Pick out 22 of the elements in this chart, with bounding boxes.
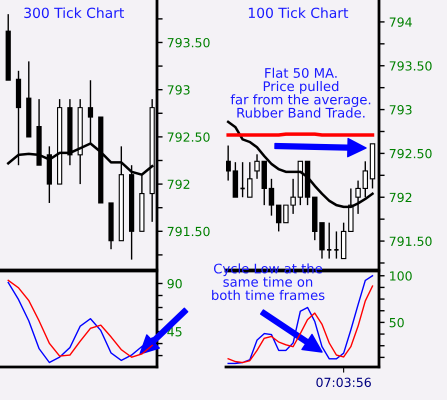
y-tick-label: 45	[167, 327, 182, 336]
y-tick-label: 794	[390, 17, 412, 27]
y-tick-label: 792	[168, 180, 190, 190]
y-tick-label: 793.50	[168, 38, 210, 48]
y-tick-label: 90	[168, 278, 182, 288]
x-tick-label: 07:03:56	[316, 378, 371, 388]
y-tick-label: 791.50	[390, 236, 432, 246]
annotation: Flat 50 MA. Price pulled far from the average. Rubber Band Trade.	[230, 68, 370, 118]
candlestick	[240, 161, 246, 198]
y-tick-label: 792	[390, 192, 412, 202]
y-tick-label: 792.50	[168, 132, 210, 142]
y-tick-label: 793	[390, 105, 412, 115]
chart-title: 100 Tick Chart	[248, 7, 348, 18]
y-tick-label: 50	[390, 318, 404, 328]
y-tick-label: 793	[168, 85, 190, 95]
candlestick	[247, 161, 253, 198]
y-tick-label: 793.50	[390, 61, 432, 71]
y-tick-label: 100	[390, 271, 412, 281]
chart-title: 300 Tick Chart	[24, 7, 124, 18]
candlestick	[326, 222, 332, 260]
y-tick-label: 792.50	[390, 148, 432, 158]
y-tick-label: 791.50	[168, 226, 210, 236]
